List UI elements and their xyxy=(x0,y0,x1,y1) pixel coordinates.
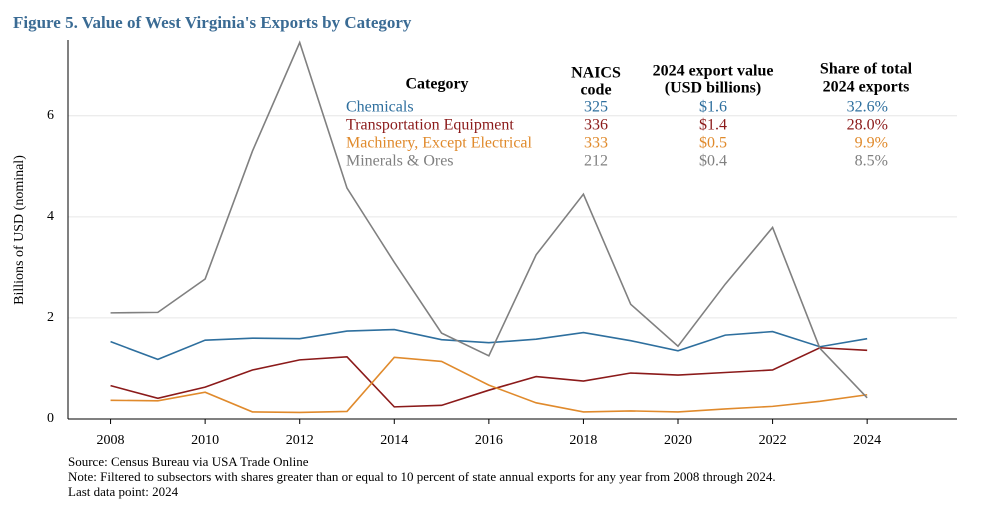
legend-cell: 8.5% xyxy=(855,153,888,170)
legend-header: Share of total xyxy=(820,61,913,78)
x-tick-label: 2022 xyxy=(759,433,787,448)
series-line xyxy=(110,40,868,399)
series-line xyxy=(110,346,868,408)
legend-entry: Minerals & Ores xyxy=(346,153,454,170)
legend-cell: $1.4 xyxy=(699,117,727,134)
x-tick-label: 2016 xyxy=(475,433,503,448)
legend-cell: 212 xyxy=(584,153,608,170)
legend-cell: 9.9% xyxy=(855,135,888,152)
x-tick-label: 2024 xyxy=(853,433,881,448)
legend-cell: 336 xyxy=(584,117,608,134)
y-tick-label: 2 xyxy=(47,310,54,325)
legend-header: 2024 export value xyxy=(653,63,774,80)
y-axis-label: Billions of USD (nominal) xyxy=(12,155,27,305)
legend-header: code xyxy=(580,82,611,99)
legend-entry: Transportation Equipment xyxy=(346,117,514,134)
y-tick-label: 6 xyxy=(47,108,54,123)
legend-cell: 325 xyxy=(584,99,608,116)
legend-cell: 32.6% xyxy=(847,99,888,116)
series-line xyxy=(110,356,868,414)
legend-header: (USD billions) xyxy=(665,80,761,97)
footnote: Note: Filtered to subsectors with shares… xyxy=(68,469,776,484)
y-tick-label: 4 xyxy=(47,209,54,224)
legend-cell: $0.5 xyxy=(699,135,727,152)
legend-entry: Machinery, Except Electrical xyxy=(346,135,533,152)
legend-entry: Chemicals xyxy=(346,99,414,116)
x-tick-label: 2020 xyxy=(664,433,692,448)
x-tick-label: 2008 xyxy=(97,433,125,448)
legend-cell: 28.0% xyxy=(847,117,888,134)
x-tick-label: 2010 xyxy=(191,433,219,448)
chart-title: Figure 5. Value of West Virginia's Expor… xyxy=(13,13,412,32)
legend-header: NAICS xyxy=(571,65,621,82)
series-line xyxy=(110,328,868,361)
legend-header: Category xyxy=(405,76,468,93)
legend-header: 2024 exports xyxy=(823,79,910,96)
x-tick-label: 2014 xyxy=(380,433,408,448)
footnote: Source: Census Bureau via USA Trade Onli… xyxy=(68,454,309,469)
legend-cell: $0.4 xyxy=(699,153,727,170)
y-tick-label: 0 xyxy=(47,411,54,426)
x-tick-label: 2012 xyxy=(286,433,314,448)
legend-cell: 333 xyxy=(584,135,608,152)
footnote: Last data point: 2024 xyxy=(68,484,179,499)
x-tick-label: 2018 xyxy=(569,433,597,448)
legend-cell: $1.6 xyxy=(699,99,727,116)
